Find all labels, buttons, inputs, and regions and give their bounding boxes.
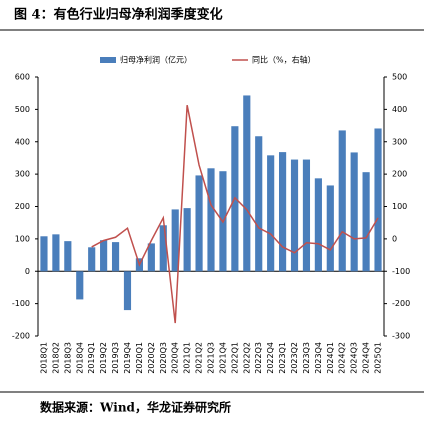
x-tick-label: 2018Q3 [63, 342, 72, 374]
x-tick-label: 2020Q2 [147, 342, 156, 374]
y-tick-label: -200 [12, 332, 30, 341]
x-tick-label: 2020Q1 [135, 342, 144, 374]
bar [171, 209, 179, 272]
bar [111, 242, 120, 272]
y2-tick-label: 100 [392, 202, 407, 211]
bar [64, 241, 72, 272]
x-tick-label: 2020Q4 [171, 342, 180, 374]
x-tick-label: 2022Q1 [230, 342, 239, 374]
bar [207, 168, 215, 272]
legend-label: 归母净利润（亿元） [120, 55, 192, 65]
bar [100, 240, 108, 272]
bar [338, 130, 346, 272]
bar [88, 247, 96, 272]
y-tick-label: 300 [15, 170, 30, 179]
y2-tick-label: 200 [392, 170, 407, 179]
x-tick-label: 2020Q3 [159, 342, 168, 374]
x-tick-label: 2023Q1 [278, 342, 287, 374]
bar [350, 152, 358, 272]
y2-tick-label: 500 [392, 73, 407, 82]
x-tick-label: 2018Q1 [39, 342, 48, 374]
x-tick-label: 2023Q3 [302, 342, 311, 374]
y-tick-label: 100 [15, 234, 30, 243]
x-tick-label: 2021Q1 [183, 342, 192, 374]
x-tick-label: 2018Q2 [51, 342, 60, 374]
y-tick-label: 0 [25, 267, 30, 276]
y2-tick-label: -300 [392, 332, 410, 341]
x-tick-label: 2018Q4 [75, 342, 84, 374]
bar [52, 234, 60, 272]
chart-title: 图 4：有色行业归母净利润季度变化 [14, 7, 223, 23]
y2-tick-label: 0 [392, 234, 397, 243]
x-tick-label: 2024Q4 [362, 342, 371, 374]
legend-label: 同比（%，右轴） [252, 55, 316, 65]
source: 数据来源：Wind，华龙证券研究所 [40, 400, 231, 415]
y-tick-label: 500 [15, 105, 30, 114]
bar [243, 95, 251, 272]
bar [147, 243, 155, 272]
bar [76, 271, 84, 300]
y-tick-label: 400 [15, 137, 30, 146]
x-tick-label: 2021Q4 [218, 342, 227, 374]
bar [195, 175, 203, 272]
bar [374, 128, 382, 272]
bar [362, 172, 370, 272]
y-tick-label: -100 [12, 299, 30, 308]
bar [40, 236, 48, 272]
x-tick-label: 2024Q3 [350, 342, 359, 374]
legend-swatch [100, 57, 116, 63]
bar [290, 159, 299, 272]
x-tick-label: 2022Q3 [254, 342, 263, 374]
x-tick-label: 2022Q2 [242, 342, 251, 374]
bar [159, 225, 167, 272]
bar [314, 178, 322, 272]
x-tick-label: 2019Q4 [123, 342, 132, 374]
line [91, 105, 379, 324]
x-tick-label: 2023Q4 [314, 342, 323, 374]
x-tick-label: 2023Q2 [290, 342, 299, 374]
bar [123, 271, 132, 311]
y2-tick-label: -200 [392, 299, 410, 308]
x-tick-label: 2025Q1 [374, 342, 383, 374]
y2-tick-label: -100 [392, 267, 410, 276]
x-tick-label: 2024Q1 [326, 342, 335, 374]
x-tick-label: 2024Q2 [338, 342, 347, 374]
bar [255, 136, 263, 272]
x-tick-label: 2021Q2 [195, 342, 204, 374]
x-tick-label: 2019Q2 [99, 342, 108, 374]
y2-tick-label: 300 [392, 137, 407, 146]
bar [183, 208, 191, 272]
bar [279, 152, 287, 272]
bar [267, 155, 275, 272]
x-tick-label: 2019Q3 [111, 342, 120, 374]
x-tick-label: 2019Q1 [87, 342, 96, 374]
bar [326, 185, 334, 272]
bar [302, 159, 311, 272]
y-tick-label: 200 [15, 202, 30, 211]
x-tick-label: 2021Q3 [207, 342, 216, 374]
y-tick-label: 600 [15, 73, 30, 82]
x-tick-label: 2022Q4 [266, 342, 275, 374]
y2-tick-label: 400 [392, 105, 407, 114]
